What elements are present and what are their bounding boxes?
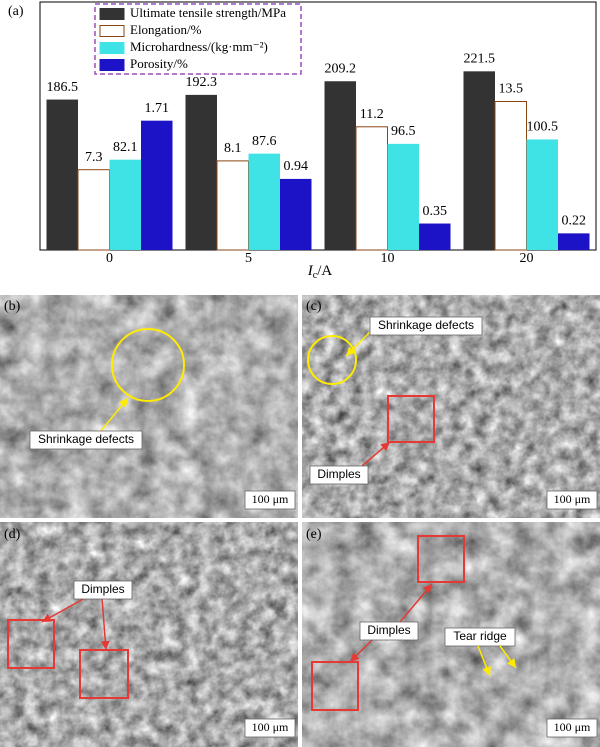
annotation-box — [369, 316, 483, 336]
arrow — [399, 583, 433, 623]
panel-label: (e) — [306, 527, 322, 542]
highlight-box — [7, 619, 55, 669]
scale-bar-box — [546, 490, 598, 510]
value-label: 0.35 — [423, 204, 448, 219]
annotation-box — [309, 465, 369, 485]
annotation: Dimples — [317, 467, 360, 481]
scale-bar: 100 μm — [554, 720, 591, 734]
scale-bar-box — [546, 718, 598, 738]
scale-bar: 100 μm — [554, 492, 591, 506]
value-label: 82.1 — [113, 140, 138, 155]
scale-bar: 100 μm — [252, 492, 289, 506]
bar — [109, 159, 141, 250]
legend-swatch — [99, 8, 125, 20]
value-label: 209.2 — [325, 61, 357, 76]
value-label: 221.5 — [464, 52, 496, 67]
highlight-box — [417, 535, 465, 583]
x-label-main: I — [307, 263, 314, 279]
arrow — [477, 645, 491, 677]
bar — [558, 233, 590, 250]
bar — [77, 169, 110, 251]
highlight-box — [79, 649, 129, 699]
bar — [324, 81, 356, 250]
annotation: Dimples — [367, 623, 410, 637]
scale-bar-box — [244, 718, 296, 738]
bar — [46, 99, 78, 250]
x-tick-label: 5 — [245, 251, 252, 266]
arrow — [349, 639, 373, 663]
value-label: 186.5 — [47, 80, 79, 95]
bar — [185, 94, 217, 251]
x-tick-label: 20 — [520, 251, 534, 266]
value-label: 13.5 — [499, 82, 524, 97]
annotation: Dimples — [81, 582, 124, 596]
annotation-box — [29, 430, 143, 450]
highlight-circle — [307, 335, 357, 385]
legend-label: Microhardness/(kg·mm⁻²) — [130, 39, 268, 54]
legend-label: Elongation/% — [130, 22, 202, 37]
panel-label: (a) — [8, 4, 24, 19]
annotation: Shrinkage defects — [378, 318, 474, 332]
bar — [280, 178, 312, 250]
value-label: 0.94 — [284, 159, 309, 174]
arrow — [41, 597, 86, 623]
value-label: 1.71 — [145, 101, 170, 116]
x-tick-label: 10 — [381, 251, 395, 266]
x-tick-label: 0 — [106, 251, 113, 266]
bar — [248, 153, 280, 250]
annotation-box — [444, 627, 516, 647]
scale-bar-box — [244, 490, 296, 510]
highlight-box — [311, 661, 359, 711]
panel-label: (b) — [4, 299, 21, 314]
highlight-circle — [111, 328, 185, 402]
arrow — [99, 397, 129, 433]
bar — [355, 126, 388, 251]
bar — [494, 101, 527, 251]
legend-entries: Ultimate tensile strength/MPa Elongation/… — [99, 5, 286, 71]
bar — [387, 143, 419, 250]
bars: 0 186.5 7.3 82.1 1.71 5 192.3 8.1 87.6 0.94 10 209.… — [46, 52, 590, 266]
arrow — [345, 329, 373, 357]
value-label: 192.3 — [186, 75, 218, 90]
bar — [216, 160, 249, 251]
arrow — [499, 645, 517, 669]
micrograph-b — [0, 295, 298, 518]
arrow — [361, 441, 391, 467]
arrow — [100, 597, 110, 651]
value-label: 96.5 — [391, 124, 416, 139]
legend-swatch — [99, 25, 125, 37]
value-label: 11.2 — [360, 107, 384, 122]
value-label: 87.6 — [252, 134, 277, 149]
value-label: 0.22 — [562, 214, 587, 229]
value-label: 7.3 — [85, 150, 103, 165]
highlight-box — [387, 395, 435, 443]
annotation: Shrinkage defects — [38, 432, 134, 446]
annotation-box — [359, 621, 419, 641]
legend-swatch — [99, 42, 125, 54]
value-label: 8.1 — [224, 141, 242, 156]
x-axis-label: Ic/A — [307, 263, 333, 281]
legend-label: Ultimate tensile strength/MPa — [130, 5, 286, 20]
bar — [526, 139, 558, 250]
x-label-rest: /A — [317, 263, 332, 279]
micrograph-d — [0, 522, 298, 747]
legend — [94, 3, 302, 75]
panel-label: (d) — [4, 527, 21, 542]
legend-swatch — [99, 59, 125, 71]
bar — [141, 120, 173, 251]
annotation-box — [73, 580, 133, 600]
bar — [419, 223, 451, 250]
scale-bar: 100 μm — [252, 720, 289, 734]
bar — [463, 71, 495, 250]
value-label: 100.5 — [527, 120, 559, 135]
plot-frame — [39, 1, 597, 251]
legend-label: Porosity/% — [130, 56, 188, 71]
annotation: Tear ridge — [453, 629, 507, 643]
x-label-sub: c — [313, 270, 318, 281]
panel-label: (c) — [306, 299, 322, 314]
